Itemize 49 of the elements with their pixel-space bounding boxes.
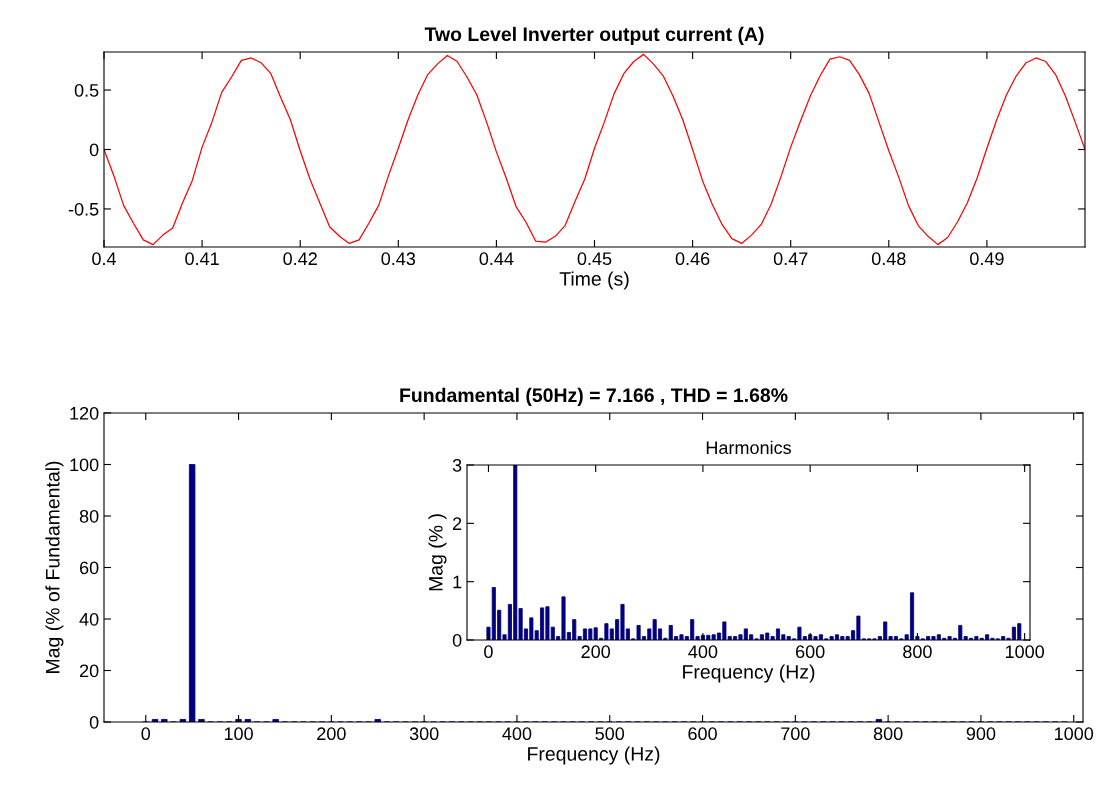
x-tick-label: 800 [903, 645, 932, 659]
y-tick-label: 1 [453, 575, 462, 589]
y-tick-label: 0 [89, 715, 99, 729]
y-tick-label: 20 [79, 664, 99, 678]
x-tick-label: 600 [796, 645, 825, 659]
y-tick-label: -0.5 [68, 202, 99, 216]
x-tick-label: 0.48 [871, 252, 906, 266]
x-tick-label: 200 [317, 727, 346, 741]
x-axis-title: Frequency (Hz) [683, 664, 815, 683]
x-tick-label: 0 [141, 727, 151, 741]
chart-title: Harmonics [706, 440, 791, 455]
x-tick-label: 0.49 [970, 252, 1004, 266]
x-tick-label: 0.4 [92, 252, 117, 266]
x-tick-label: 700 [781, 727, 810, 741]
x-tick-label: 0.43 [381, 252, 416, 266]
x-tick-label: 0.46 [675, 252, 710, 266]
x-tick-label: 900 [966, 727, 996, 741]
y-tick-label: 40 [79, 612, 99, 626]
x-axis-title: Frequency (Hz) [528, 746, 660, 765]
x-tick-label: 400 [688, 645, 718, 659]
y-tick-label: 0 [89, 143, 99, 157]
chart-title: Fundamental (50Hz) = 7.166 , THD = 1.68% [400, 387, 788, 406]
y-tick-label: 100 [70, 458, 99, 472]
x-tick-label: 300 [409, 727, 439, 741]
x-tick-label: 500 [595, 727, 625, 741]
x-tick-label: 0.42 [283, 252, 317, 266]
chart-title: Two Level Inverter output current (A) [424, 26, 764, 45]
y-tick-label: 3 [452, 458, 462, 472]
x-tick-label: 600 [688, 727, 717, 741]
x-tick-label: 1000 [1055, 727, 1094, 741]
y-tick-label: 60 [79, 561, 99, 575]
x-tick-label: 800 [873, 727, 903, 741]
y-tick-label: 0.5 [74, 83, 99, 97]
y-axis-title: Mag (% ) [428, 514, 447, 591]
x-tick-label: 0.44 [479, 252, 514, 266]
x-tick-label: 400 [502, 727, 532, 741]
x-tick-label: 200 [581, 645, 611, 659]
x-tick-label: 100 [224, 727, 253, 741]
y-axis-title: Mag (% of Fundamental) [45, 461, 64, 673]
x-tick-label: 0.47 [773, 252, 808, 266]
y-tick-label: 80 [79, 509, 99, 523]
x-tick-label: 0.45 [577, 252, 612, 266]
y-tick-label: 0 [452, 633, 462, 647]
x-axis-title: Time (s) [559, 271, 629, 290]
x-tick-label: 1000 [1005, 645, 1045, 659]
y-tick-label: 2 [453, 517, 462, 530]
x-tick-label: 0 [484, 645, 493, 659]
y-tick-label: 120 [70, 406, 99, 420]
x-tick-label: 0.41 [185, 252, 219, 266]
